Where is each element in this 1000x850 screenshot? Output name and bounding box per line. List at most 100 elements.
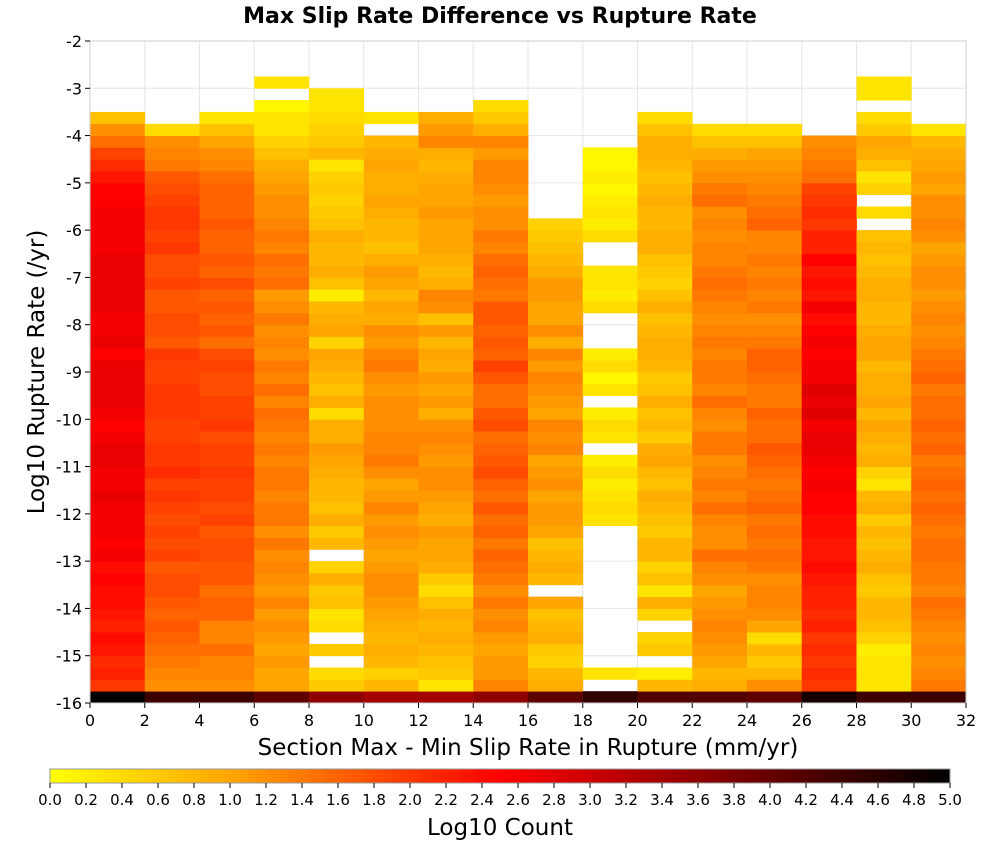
- y-axis-ticks: -2 -3 -4 -5 -6 -7 -8 -9 -10 -11 -12 -13 -14 -15 -16: [56, 32, 90, 713]
- heatmap-cell: [309, 218, 365, 231]
- heatmap-cell: [747, 478, 803, 491]
- colorbar-tick-label: 0.2: [74, 791, 98, 809]
- heatmap-cell: [801, 372, 857, 385]
- heatmap-cell: [692, 194, 748, 207]
- heatmap-cell: [254, 537, 310, 550]
- heatmap-cell: [90, 572, 146, 586]
- heatmap-cell: [747, 431, 803, 444]
- heatmap-cell: [856, 667, 912, 680]
- heatmap-cell: [911, 206, 967, 219]
- heatmap-cell: [692, 324, 748, 337]
- heatmap-cell: [90, 241, 146, 255]
- heatmap-cell: [309, 88, 365, 101]
- heatmap-cell: [856, 88, 912, 101]
- heatmap-cell: [254, 596, 310, 609]
- heatmap-cell: [582, 360, 638, 373]
- heatmap-cell: [692, 620, 748, 633]
- heatmap-cell: [473, 643, 529, 657]
- heatmap-cell: [801, 632, 857, 645]
- heatmap-cell: [911, 572, 967, 586]
- heatmap-cell: [911, 194, 967, 207]
- heatmap-cells: [90, 76, 967, 704]
- heatmap-cell: [637, 324, 693, 337]
- heatmap-cell: [637, 383, 693, 397]
- heatmap-cell: [363, 407, 419, 420]
- heatmap-cell: [473, 206, 529, 219]
- heatmap-cell: [801, 194, 857, 207]
- heatmap-cell: [856, 419, 912, 432]
- heatmap-cell: [363, 466, 419, 479]
- heatmap-cell: [199, 431, 255, 444]
- heatmap-cell: [911, 372, 967, 385]
- heatmap-cell: [692, 655, 748, 668]
- heatmap-cell: [254, 395, 310, 408]
- heatmap-cell: [856, 596, 912, 609]
- heatmap-cell: [309, 620, 365, 633]
- heatmap-cell: [418, 147, 474, 160]
- y-tick-label: -6: [66, 221, 82, 240]
- heatmap-cell: [582, 182, 638, 196]
- heatmap-cell: [637, 513, 693, 527]
- heatmap-cell: [692, 584, 748, 598]
- heatmap-cell: [801, 230, 857, 243]
- heatmap-cell: [801, 383, 857, 397]
- heatmap-cell: [144, 383, 200, 397]
- y-axis-label: Log10 Rupture Rate (/yr): [24, 230, 50, 515]
- heatmap-cell: [637, 301, 693, 314]
- heatmap-cell: [363, 312, 419, 326]
- heatmap-cell: [363, 419, 419, 432]
- heatmap-cell: [582, 159, 638, 172]
- heatmap-cell: [692, 182, 748, 196]
- heatmap-cell: [144, 561, 200, 574]
- heatmap-cell: [418, 466, 474, 479]
- heatmap-cell: [90, 230, 146, 243]
- heatmap-cell: [90, 608, 146, 621]
- heatmap-cell: [801, 502, 857, 515]
- heatmap-cell: [747, 395, 803, 408]
- heatmap-cell: [911, 159, 967, 172]
- heatmap-cell: [254, 76, 310, 89]
- heatmap-cell: [747, 632, 803, 645]
- heatmap-cell: [418, 360, 474, 373]
- heatmap-cell: [637, 348, 693, 361]
- heatmap-cell: [90, 147, 146, 160]
- heatmap-cell: [199, 135, 255, 148]
- heatmap-cell: [528, 230, 584, 243]
- heatmap-cell: [90, 301, 146, 314]
- heatmap-cell: [90, 466, 146, 479]
- heatmap-cell: [692, 572, 748, 586]
- heatmap-cell: [473, 171, 529, 184]
- heatmap-cell: [637, 596, 693, 609]
- heatmap-cell: [309, 253, 365, 267]
- heatmap-cell: [418, 596, 474, 609]
- heatmap-cell: [418, 395, 474, 408]
- heatmap-cell: [911, 490, 967, 503]
- heatmap-cell: [309, 537, 365, 550]
- heatmap-cell: [528, 324, 584, 337]
- colorbar-tick-label: 5.0: [938, 791, 962, 809]
- heatmap-cell: [418, 336, 474, 349]
- heatmap-cell: [90, 289, 146, 302]
- heatmap-cell: [692, 442, 748, 456]
- heatmap-cell: [528, 691, 584, 704]
- colorbar-tick-label: 0.8: [182, 791, 206, 809]
- colorbar-tick-label: 4.0: [758, 791, 782, 809]
- heatmap-cell: [747, 525, 803, 538]
- heatmap-cell: [582, 289, 638, 302]
- heatmap-cell: [144, 277, 200, 290]
- heatmap-cell: [473, 407, 529, 420]
- heatmap-cell: [911, 348, 967, 361]
- heatmap-cell: [692, 253, 748, 267]
- heatmap-cell: [473, 549, 529, 562]
- heatmap-cell: [144, 466, 200, 479]
- heatmap-cell: [528, 596, 584, 609]
- heatmap-cell: [473, 513, 529, 527]
- heatmap-cell: [801, 655, 857, 668]
- heatmap-cell: [856, 147, 912, 160]
- heatmap-cell: [309, 135, 365, 148]
- heatmap-cell: [856, 632, 912, 645]
- heatmap-cell: [418, 608, 474, 621]
- heatmap-cell: [418, 348, 474, 361]
- heatmap-cell: [911, 466, 967, 479]
- heatmap-cell: [309, 289, 365, 302]
